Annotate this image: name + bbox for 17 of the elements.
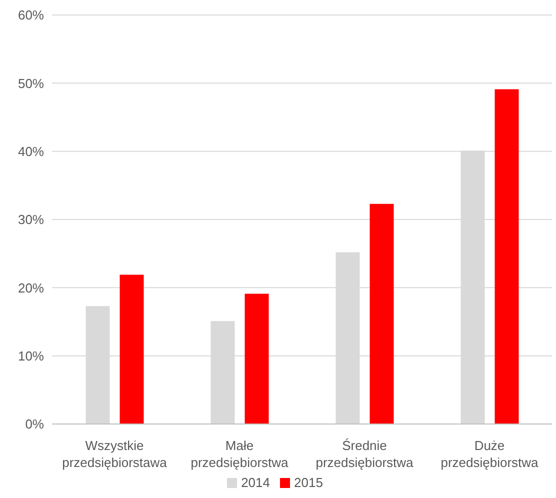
y-tick-label: 0% <box>25 416 44 432</box>
bar <box>370 204 394 424</box>
bar <box>494 89 519 424</box>
x-tick-label: Wszystkie przedsiębiorstawa <box>62 438 168 470</box>
y-tick-label: 30% <box>18 212 44 228</box>
x-tick-label: Duże przedsiębiorstwa <box>440 438 540 470</box>
y-tick-label: 20% <box>18 280 44 296</box>
y-tick-label: 40% <box>18 144 44 159</box>
bar <box>120 274 144 424</box>
y-tick-label: 10% <box>18 348 44 364</box>
x-tick-label: Małe przedsiębiorstwa <box>190 438 290 470</box>
legend-label: 2015 <box>294 475 323 490</box>
y-tick-label: 50% <box>18 76 44 91</box>
x-tick-label: Średnie przedsiębiorstwa <box>316 438 414 470</box>
y-tick-label: 60% <box>18 8 44 23</box>
legend-label: 2014 <box>241 475 270 490</box>
bar <box>244 294 269 424</box>
